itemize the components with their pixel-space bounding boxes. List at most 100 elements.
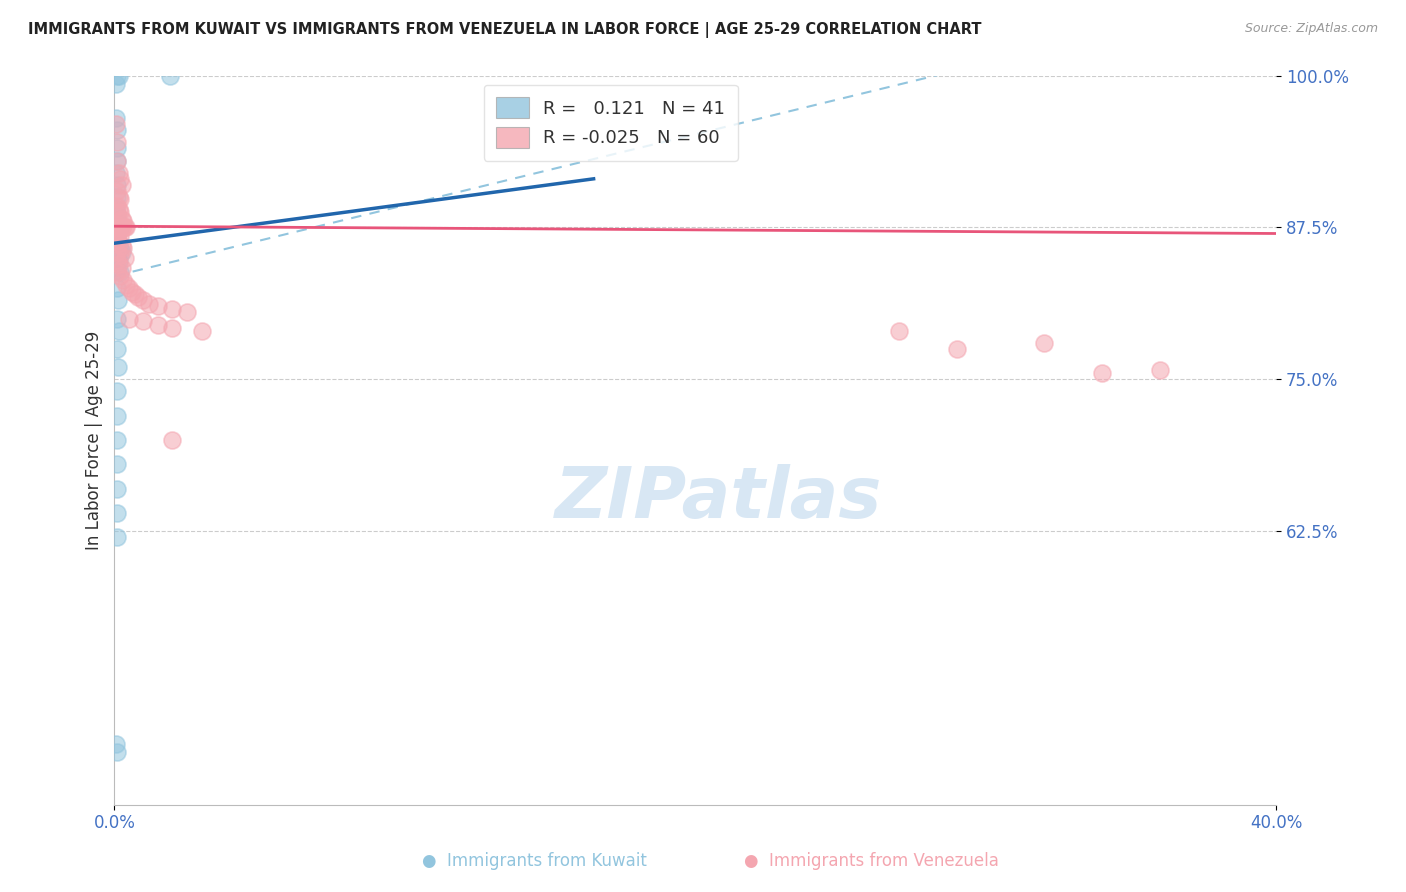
Point — [105, 244, 128, 259]
Point — [104, 117, 127, 131]
Point — [104, 737, 127, 751]
Point — [105, 506, 128, 520]
Point — [105, 746, 128, 760]
Point — [105, 281, 128, 295]
Point — [110, 241, 132, 255]
Point — [1032, 335, 1054, 350]
Point — [105, 123, 128, 137]
Point — [110, 204, 132, 219]
Point — [176, 305, 198, 319]
Point — [1149, 362, 1171, 376]
Point — [105, 265, 128, 279]
Text: IMMIGRANTS FROM KUWAIT VS IMMIGRANTS FROM VENEZUELA IN LABOR FORCE | AGE 25-29 C: IMMIGRANTS FROM KUWAIT VS IMMIGRANTS FRO… — [28, 22, 981, 38]
Point — [110, 220, 132, 235]
Point — [132, 293, 155, 308]
Text: ZIPatlas: ZIPatlas — [555, 464, 882, 533]
Point — [138, 297, 160, 311]
Point — [111, 211, 134, 226]
Point — [105, 384, 128, 399]
Point — [105, 166, 128, 180]
Point — [118, 281, 141, 295]
Point — [107, 324, 129, 338]
Point — [105, 208, 128, 222]
Point — [107, 253, 129, 268]
Point — [146, 300, 169, 314]
Point — [115, 220, 138, 235]
Point — [105, 409, 128, 423]
Point — [107, 166, 129, 180]
Point — [107, 227, 129, 241]
Point — [105, 311, 128, 326]
Point — [105, 136, 128, 150]
Point — [114, 251, 136, 265]
Point — [115, 277, 138, 292]
Point — [111, 238, 134, 252]
Point — [105, 220, 128, 235]
Point — [159, 69, 181, 83]
Point — [118, 311, 141, 326]
Text: ●  Immigrants from Venezuela: ● Immigrants from Venezuela — [744, 852, 1000, 870]
Text: Source: ZipAtlas.com: Source: ZipAtlas.com — [1244, 22, 1378, 36]
Point — [108, 229, 131, 244]
Point — [107, 217, 129, 231]
Point — [110, 171, 132, 186]
Point — [112, 273, 135, 287]
Point — [105, 433, 128, 447]
Point — [104, 202, 127, 217]
Point — [112, 241, 135, 255]
Point — [107, 220, 129, 235]
Point — [945, 342, 967, 356]
Point — [107, 360, 129, 375]
Point — [146, 318, 169, 332]
Point — [105, 69, 128, 83]
Point — [107, 69, 129, 83]
Point — [105, 153, 128, 168]
Point — [110, 265, 132, 279]
Point — [132, 314, 155, 328]
Point — [1091, 366, 1114, 380]
Point — [112, 220, 135, 235]
Point — [110, 248, 132, 262]
Point — [105, 530, 128, 544]
Point — [887, 324, 910, 338]
Point — [162, 301, 184, 316]
Point — [114, 220, 136, 235]
Point — [107, 220, 129, 235]
Point — [111, 260, 134, 275]
Point — [107, 202, 129, 217]
Y-axis label: In Labor Force | Age 25-29: In Labor Force | Age 25-29 — [86, 330, 103, 549]
Point — [105, 251, 128, 265]
Text: ●  Immigrants from Kuwait: ● Immigrants from Kuwait — [422, 852, 647, 870]
Point — [105, 263, 128, 277]
Point — [105, 141, 128, 155]
Point — [110, 193, 132, 207]
Point — [110, 220, 132, 235]
Point — [105, 198, 128, 212]
Point — [105, 253, 128, 268]
Point — [104, 111, 127, 125]
Point — [105, 458, 128, 472]
Point — [105, 190, 128, 204]
Point — [104, 77, 127, 91]
Point — [190, 324, 212, 338]
Point — [107, 238, 129, 252]
Point — [112, 214, 135, 228]
Point — [110, 268, 132, 283]
Point — [124, 287, 146, 301]
Legend: R =   0.121   N = 41, R = -0.025   N = 60: R = 0.121 N = 41, R = -0.025 N = 60 — [484, 85, 738, 161]
Point — [105, 233, 128, 247]
Point — [111, 220, 134, 235]
Point — [127, 290, 149, 304]
Point — [105, 224, 128, 238]
Point — [111, 244, 134, 259]
Point — [121, 285, 143, 299]
Point — [107, 257, 129, 271]
Point — [105, 208, 128, 222]
Point — [104, 217, 127, 231]
Point — [107, 190, 129, 204]
Point — [105, 482, 128, 496]
Point — [162, 321, 184, 335]
Point — [105, 229, 128, 244]
Point — [105, 153, 128, 168]
Point — [105, 178, 128, 192]
